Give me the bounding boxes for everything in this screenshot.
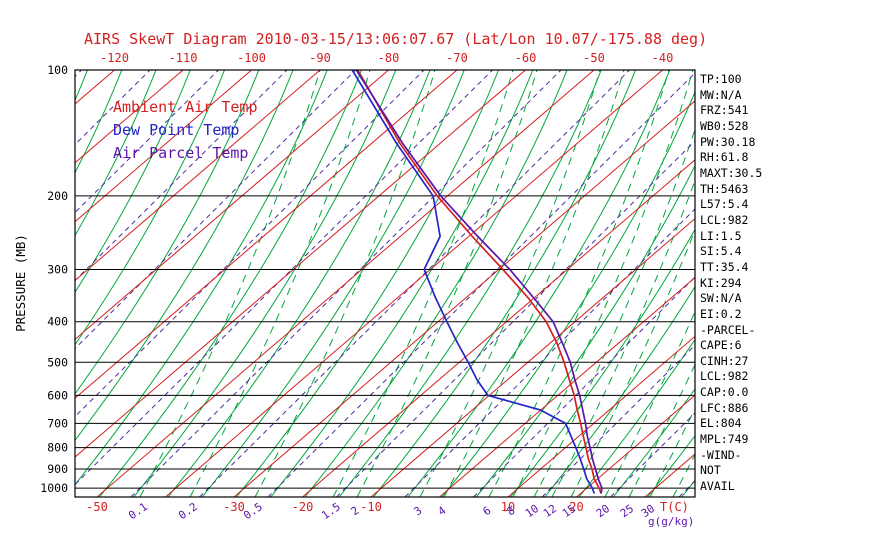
top-temp-tick-label: -60 <box>515 51 537 65</box>
top-temp-tick-label: -80 <box>378 51 400 65</box>
axis-labels: 100 200 300 400 500 600 700 800 900 1000 -120 -110 -… <box>40 51 694 528</box>
stat-line: CAP:0.0 <box>700 385 749 400</box>
stat-line: LI:1.5 <box>700 228 742 243</box>
stat-line: TH:5463 <box>700 181 749 196</box>
bottom-temp-tick-label: -50 <box>86 500 108 514</box>
pressure-tick-label: 900 <box>47 462 68 476</box>
stat-line: SI:5.4 <box>700 244 742 259</box>
stat-line: SW:N/A <box>700 291 742 306</box>
mixing-ratio-tick-label: 25 <box>618 502 636 520</box>
top-temp-tick-label: -40 <box>652 51 674 65</box>
stat-line: AVAIL <box>700 479 735 494</box>
chart-title: AIRS SkewT Diagram 2010-03-15/13:06:07.6… <box>84 30 708 48</box>
stat-line: EI:0.2 <box>700 306 742 321</box>
plot-frame <box>74 69 696 498</box>
mixing-ratio-tick-label: 6 <box>481 504 494 518</box>
curve-blue <box>351 70 596 494</box>
mixing-ratio-tick-label: 1.5 <box>319 500 343 522</box>
top-temp-tick-label: -70 <box>446 51 468 65</box>
stat-line: PW:30.18 <box>700 134 756 149</box>
stat-line: L57:5.4 <box>700 197 749 212</box>
legend-dew-point-temp: Dew Point Temp <box>113 121 240 139</box>
stat-line: CAPE:6 <box>700 338 742 353</box>
mixing-ratio-tick-label: 15 <box>560 502 578 520</box>
stat-line: CINH:27 <box>700 353 749 368</box>
curve-purple <box>355 70 603 494</box>
stat-line: MPL:749 <box>700 432 749 447</box>
mixing-ratio-tick-label: 10 <box>523 502 541 520</box>
mixing-ratio-tick-label: 30 <box>639 502 657 520</box>
bottom-temp-tick-label: 20 <box>569 500 583 514</box>
stat-line: NOT <box>700 463 721 478</box>
mixing-ratio-tick-label: 0.2 <box>176 500 200 522</box>
mixing-ratio-tick-label: 20 <box>594 502 612 520</box>
grid-lines <box>75 70 695 497</box>
chart-legend: Ambient Air Temp Dew Point Temp Air Parc… <box>113 96 258 165</box>
isotherm-lines <box>75 70 695 497</box>
stat-line: TP:100 <box>700 72 742 86</box>
top-temp-tick-label: -100 <box>237 51 266 65</box>
moist-adiabat-lines <box>75 70 695 497</box>
top-temp-tick-label: -50 <box>583 51 605 65</box>
bottom-temp-tick-label: -20 <box>292 500 314 514</box>
stat-line: MAXT:30.5 <box>700 165 763 180</box>
pressure-axis-label: PRESSURE (MB) <box>13 234 28 332</box>
pressure-tick-label: 700 <box>47 416 68 430</box>
bottom-temp-tick-label: 10 <box>501 500 515 514</box>
pressure-tick-label: 300 <box>47 263 68 277</box>
top-temp-tick-label: -120 <box>100 51 129 65</box>
pressure-tick-label: 500 <box>47 355 68 369</box>
stat-line: LCL:982 <box>700 212 749 227</box>
legend-air-parcel-temp: Air Parcel Temp <box>113 144 249 162</box>
stat-line: WB0:528 <box>700 118 749 133</box>
pressure-tick-label: 1000 <box>40 481 68 495</box>
pressure-tick-label: 800 <box>47 441 68 455</box>
mixing-unit-label: g(g/kg) <box>648 515 694 528</box>
mixing-ratio-tick-label: 12 <box>541 502 559 520</box>
mixing-ratio-tick-label: 4 <box>436 504 449 519</box>
dry-adiabat-lines <box>75 70 695 497</box>
bottom-temp-tick-label: -30 <box>223 500 245 514</box>
mixing-ratio-tick-label: 3 <box>412 504 425 518</box>
stats-panel: TP:100 MW:N/A FRZ:541 WB0:528 PW:30.18 RH:61.… <box>700 72 762 495</box>
legend-ambient-air-temp: Ambient Air Temp <box>113 98 258 116</box>
mixing-ratio-lines <box>139 70 695 497</box>
stat-line: MW:N/A <box>700 87 742 102</box>
top-temp-tick-label: -110 <box>169 51 198 65</box>
stat-line: KI:294 <box>700 275 742 290</box>
stat-line: RH:61.8 <box>700 150 749 165</box>
mixing-ratio-tick-label: 0.1 <box>126 500 150 522</box>
pressure-tick-label: 100 <box>47 63 68 77</box>
stat-line: EL:804 <box>700 416 742 431</box>
top-temp-tick-label: -90 <box>309 51 331 65</box>
stat-line: LFC:886 <box>700 400 749 415</box>
pressure-tick-label: 200 <box>47 189 68 203</box>
stat-line: LCL:982 <box>700 369 749 384</box>
stat-line: -WIND- <box>700 447 742 462</box>
pressure-tick-label: 400 <box>47 315 68 329</box>
stat-line: TT:35.4 <box>700 259 749 274</box>
temp-unit-label: T(C) <box>660 500 689 514</box>
curve-red <box>356 70 602 494</box>
stat-line: FRZ:541 <box>700 103 749 118</box>
sounding-curves <box>351 70 603 494</box>
mixing-ratio-tick-label: 8 <box>505 504 518 518</box>
bottom-temp-tick-label: -10 <box>360 500 382 514</box>
stat-line: -PARCEL- <box>700 322 756 337</box>
pressure-tick-label: 600 <box>47 388 68 402</box>
